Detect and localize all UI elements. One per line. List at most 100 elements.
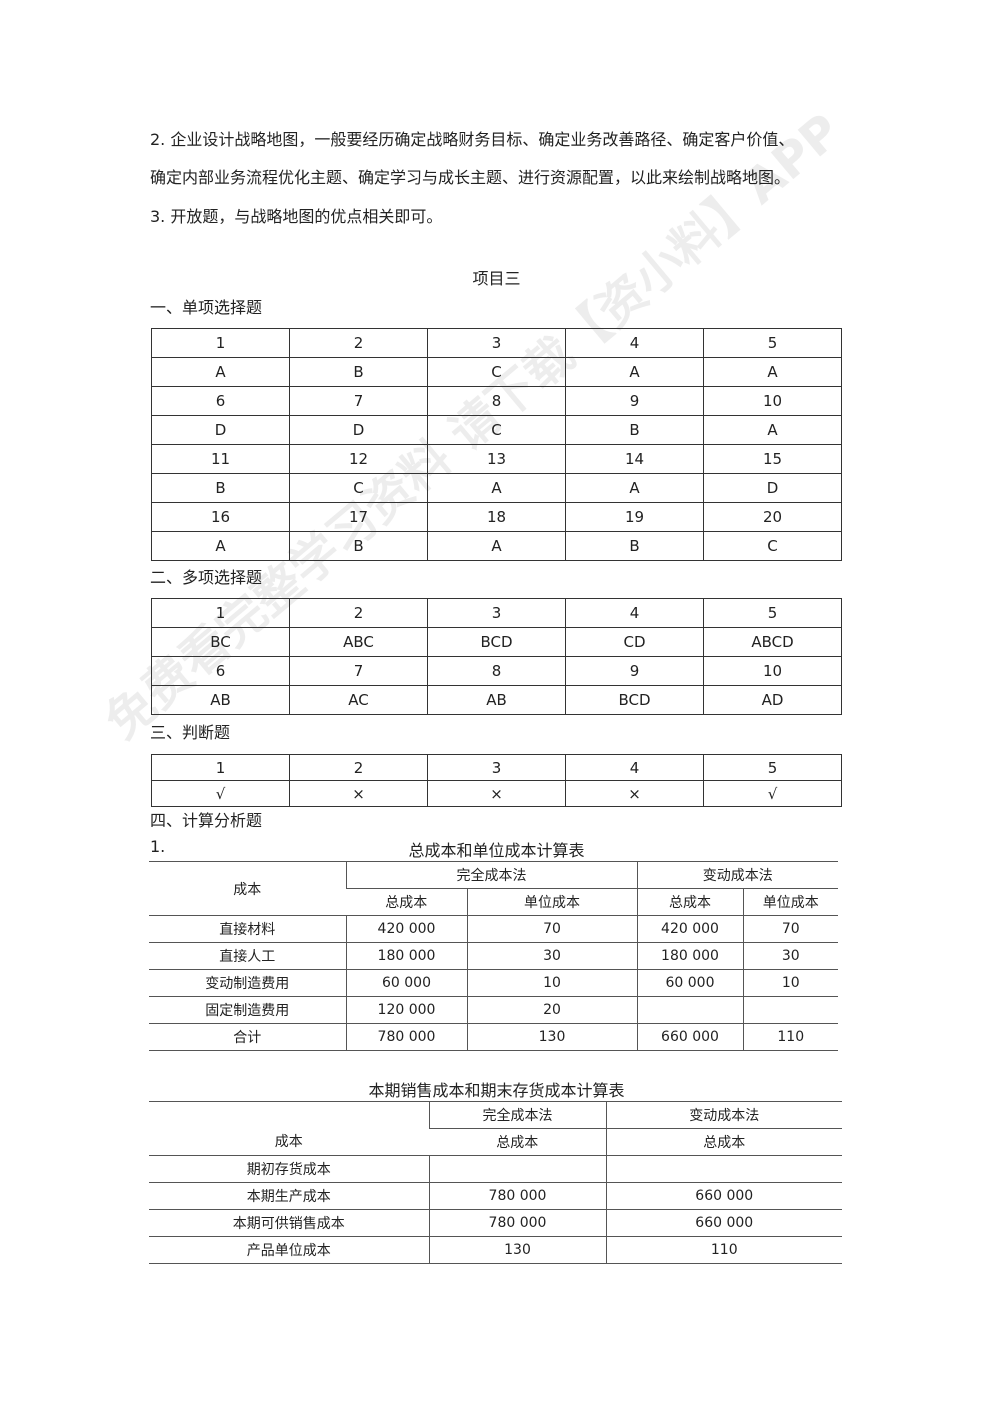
value-cell: 10 — [466, 969, 637, 997]
table-row: BC ABC BCD CD ABCD — [151, 627, 842, 657]
row-label: 期初存货成本 — [149, 1155, 429, 1183]
value-cell: 660 000 — [605, 1209, 842, 1237]
header-var: 变动成本法 — [605, 1101, 842, 1129]
section-heading: 一、单项选择题 — [150, 298, 263, 317]
answer-cell: B — [289, 531, 428, 561]
paragraph: 2. 企业设计战略地图，一般要经历确定战略财务目标、确定业务改善路径、确定客户价… — [150, 130, 795, 149]
value-cell: 30 — [466, 942, 637, 970]
section-heading: 三、判断题 — [150, 723, 231, 742]
question-number-cell: 4 — [565, 328, 704, 358]
answer-cell: × — [427, 780, 566, 807]
table-row: 直接材料 420 000 70 420 000 70 — [149, 915, 838, 943]
value-cell: 780 000 — [428, 1209, 606, 1237]
table-row: 变动制造费用 60 000 10 60 000 10 — [149, 969, 838, 997]
question-number-cell: 12 — [289, 444, 428, 474]
table-title: 本期销售成本和期末存货成本计算表 — [368, 1081, 625, 1100]
answer-cell: BC — [151, 627, 290, 657]
value-cell: 30 — [742, 942, 838, 970]
answer-cell: A — [703, 357, 842, 387]
value-cell: 130 — [466, 1023, 637, 1051]
section-heading: 四、计算分析题 — [150, 811, 263, 830]
answer-cell: B — [289, 357, 428, 387]
answer-cell: √ — [703, 780, 842, 807]
table-row: 期初存货成本 — [149, 1155, 842, 1183]
question-number-cell: 1 — [151, 754, 290, 781]
value-cell: 420 000 — [345, 915, 467, 943]
answer-cell: A — [703, 415, 842, 445]
row-label: 本期可供销售成本 — [149, 1209, 429, 1237]
header-var: 变动成本法 — [636, 861, 838, 889]
value-cell: 10 — [742, 969, 838, 997]
table-title: 总成本和单位成本计算表 — [408, 841, 585, 860]
table-row: 6 7 8 9 10 — [151, 656, 842, 686]
value-cell: 120 000 — [345, 996, 467, 1024]
question-number-cell: 8 — [427, 656, 566, 686]
header-total: 总成本 — [429, 1128, 606, 1156]
answer-cell: A — [565, 473, 704, 503]
cost-calc-table: 成本 完全成本法 变动成本法 总成本 单位成本 总成本 单位成本 直接材料 420 000 7… — [149, 861, 838, 1051]
header-total: 总成本 — [605, 1128, 842, 1156]
table-row: 6 7 8 9 10 — [151, 386, 842, 416]
question-number-cell: 3 — [427, 328, 566, 358]
row-label: 本期生产成本 — [149, 1182, 429, 1210]
question-number-cell: 2 — [289, 328, 428, 358]
row-label: 产品单位成本 — [149, 1236, 429, 1264]
answer-cell: AB — [151, 685, 290, 715]
paragraph: 确定内部业务流程优化主题、确定学习与成长主题、进行资源配置，以此来绘制战略地图。 — [150, 168, 791, 187]
value-cell: 780 000 — [345, 1023, 467, 1051]
answer-cell: D — [703, 473, 842, 503]
answer-cell: D — [289, 415, 428, 445]
question-number-cell: 5 — [703, 328, 842, 358]
single-choice-table: 1 2 3 4 5 A B C A A 6 7 8 9 10 D D C B A 11 12 13 14 15 B C A A D 16 17… — [151, 328, 842, 561]
value-cell: 130 — [428, 1236, 606, 1264]
judge-table: 1 2 3 4 5 √ × × × √ — [151, 754, 842, 807]
value-cell: 660 000 — [605, 1182, 842, 1210]
row-label: 直接人工 — [149, 942, 346, 970]
table-row: √ × × × √ — [151, 780, 842, 807]
question-number-cell: 7 — [289, 656, 428, 686]
question-number-cell: 15 — [703, 444, 842, 474]
table-row: 固定制造费用 120 000 20 — [149, 996, 838, 1024]
table-row: 11 12 13 14 15 — [151, 444, 842, 474]
question-number-cell: 7 — [289, 386, 428, 416]
multi-choice-table: 1 2 3 4 5 BC ABC BCD CD ABCD 6 7 8 9 10 AB AC AB BCD AD — [151, 598, 842, 715]
question-number: 1. — [150, 837, 166, 856]
answer-cell: AD — [703, 685, 842, 715]
question-number-cell: 4 — [565, 754, 704, 781]
question-number-cell: 2 — [289, 754, 428, 781]
inventory-cost-table: 成本 完全成本法 变动成本法 总成本 总成本 期初存货成本 本期生产成本 780 000 6… — [149, 1101, 842, 1264]
value-cell — [636, 996, 743, 1024]
answer-cell: A — [427, 531, 566, 561]
header-total: 总成本 — [636, 888, 743, 916]
value-cell: 660 000 — [636, 1023, 743, 1051]
value-cell: 180 000 — [345, 942, 467, 970]
answer-cell: C — [703, 531, 842, 561]
header-full: 完全成本法 — [345, 861, 637, 889]
answer-cell: C — [427, 415, 566, 445]
table-row: 16 17 18 19 20 — [151, 502, 842, 532]
question-number-cell: 11 — [151, 444, 290, 474]
value-cell — [605, 1155, 842, 1183]
answer-cell: AB — [427, 685, 566, 715]
answer-cell: BCD — [565, 685, 704, 715]
value-cell: 60 000 — [636, 969, 743, 997]
question-number-cell: 20 — [703, 502, 842, 532]
value-cell: 60 000 — [345, 969, 467, 997]
answer-cell: A — [565, 357, 704, 387]
answer-cell: CD — [565, 627, 704, 657]
value-cell: 180 000 — [636, 942, 743, 970]
answer-cell: ABCD — [703, 627, 842, 657]
answer-cell: AC — [289, 685, 428, 715]
question-number-cell: 18 — [427, 502, 566, 532]
row-label: 合计 — [149, 1023, 346, 1051]
value-cell: 20 — [466, 996, 637, 1024]
value-cell: 70 — [742, 915, 838, 943]
question-number-cell: 4 — [565, 598, 704, 628]
question-number-cell: 9 — [565, 656, 704, 686]
row-label: 固定制造费用 — [149, 996, 346, 1024]
